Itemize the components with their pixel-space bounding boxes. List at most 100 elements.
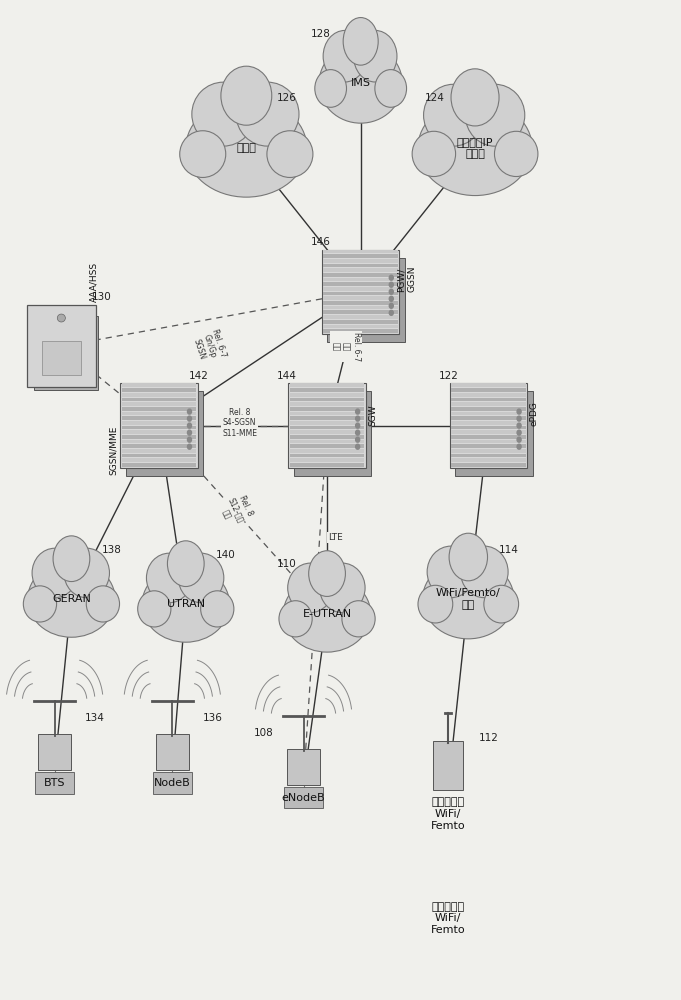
FancyBboxPatch shape bbox=[285, 787, 323, 808]
FancyBboxPatch shape bbox=[294, 391, 371, 476]
Ellipse shape bbox=[168, 541, 204, 587]
FancyBboxPatch shape bbox=[451, 458, 526, 462]
FancyBboxPatch shape bbox=[27, 305, 96, 387]
FancyBboxPatch shape bbox=[121, 383, 197, 468]
Ellipse shape bbox=[221, 66, 272, 125]
FancyBboxPatch shape bbox=[121, 383, 196, 387]
Ellipse shape bbox=[427, 546, 475, 598]
Ellipse shape bbox=[342, 601, 375, 637]
FancyBboxPatch shape bbox=[323, 306, 398, 309]
FancyBboxPatch shape bbox=[323, 278, 398, 281]
Ellipse shape bbox=[423, 559, 514, 639]
FancyBboxPatch shape bbox=[289, 449, 364, 453]
Text: 146: 146 bbox=[311, 237, 330, 247]
FancyBboxPatch shape bbox=[451, 440, 526, 443]
Text: NodeB: NodeB bbox=[154, 778, 191, 788]
FancyBboxPatch shape bbox=[450, 383, 527, 468]
Ellipse shape bbox=[517, 416, 521, 421]
FancyBboxPatch shape bbox=[451, 430, 526, 434]
Text: 122: 122 bbox=[439, 371, 458, 381]
Ellipse shape bbox=[390, 303, 394, 308]
Text: Rel. 8
S12-直接
隙道: Rel. 8 S12-直接 隙道 bbox=[217, 492, 255, 528]
FancyBboxPatch shape bbox=[323, 259, 398, 263]
FancyBboxPatch shape bbox=[42, 341, 80, 375]
FancyBboxPatch shape bbox=[322, 250, 399, 334]
Ellipse shape bbox=[187, 437, 191, 442]
FancyBboxPatch shape bbox=[323, 301, 398, 305]
FancyBboxPatch shape bbox=[289, 426, 364, 429]
FancyBboxPatch shape bbox=[289, 421, 364, 425]
FancyBboxPatch shape bbox=[121, 449, 196, 453]
FancyBboxPatch shape bbox=[289, 440, 364, 443]
FancyBboxPatch shape bbox=[121, 426, 196, 429]
FancyBboxPatch shape bbox=[121, 430, 196, 434]
FancyBboxPatch shape bbox=[323, 264, 398, 267]
Ellipse shape bbox=[343, 18, 378, 65]
FancyBboxPatch shape bbox=[451, 416, 526, 420]
Text: 130: 130 bbox=[92, 292, 112, 302]
FancyBboxPatch shape bbox=[289, 407, 364, 411]
Ellipse shape bbox=[146, 553, 192, 603]
FancyBboxPatch shape bbox=[451, 393, 526, 397]
FancyBboxPatch shape bbox=[433, 741, 463, 790]
Text: 128: 128 bbox=[311, 29, 330, 39]
Ellipse shape bbox=[57, 314, 65, 322]
Ellipse shape bbox=[187, 409, 191, 414]
Ellipse shape bbox=[449, 533, 488, 581]
Text: LTE: LTE bbox=[328, 533, 343, 542]
Text: 运营商的IP
服务域: 运营商的IP 服务域 bbox=[457, 137, 493, 159]
FancyBboxPatch shape bbox=[451, 426, 526, 429]
Text: Rel. 8
S4-SGSN
S11-MME: Rel. 8 S4-SGSN S11-MME bbox=[222, 408, 257, 438]
FancyBboxPatch shape bbox=[38, 734, 71, 770]
Ellipse shape bbox=[390, 282, 394, 287]
Ellipse shape bbox=[517, 437, 521, 442]
Text: 138: 138 bbox=[101, 545, 122, 555]
Ellipse shape bbox=[178, 553, 224, 603]
Text: UTRAN: UTRAN bbox=[167, 599, 205, 609]
FancyBboxPatch shape bbox=[323, 282, 398, 286]
FancyBboxPatch shape bbox=[323, 292, 398, 295]
Text: Rel. 6-7
直接
隙道: Rel. 6-7 直接 隙道 bbox=[331, 332, 361, 361]
Ellipse shape bbox=[375, 70, 407, 107]
Ellipse shape bbox=[390, 310, 394, 315]
FancyBboxPatch shape bbox=[323, 250, 398, 253]
Text: SGSN/MME: SGSN/MME bbox=[109, 426, 118, 475]
Text: 140: 140 bbox=[216, 550, 236, 560]
Ellipse shape bbox=[353, 30, 397, 82]
Ellipse shape bbox=[390, 275, 394, 280]
FancyBboxPatch shape bbox=[323, 320, 398, 324]
Text: eNodeB: eNodeB bbox=[282, 793, 326, 803]
FancyBboxPatch shape bbox=[121, 388, 196, 392]
FancyBboxPatch shape bbox=[323, 296, 398, 300]
Ellipse shape bbox=[517, 423, 521, 428]
Text: 112: 112 bbox=[478, 733, 498, 743]
Text: E-UTRAN: E-UTRAN bbox=[302, 609, 351, 619]
Ellipse shape bbox=[138, 591, 171, 627]
Ellipse shape bbox=[142, 566, 229, 642]
Text: 不被信任的
WiFi/
Femto: 不被信任的 WiFi/ Femto bbox=[431, 798, 465, 831]
Text: GERAN: GERAN bbox=[52, 594, 91, 604]
FancyBboxPatch shape bbox=[34, 316, 98, 390]
FancyBboxPatch shape bbox=[289, 454, 364, 457]
Text: SGW: SGW bbox=[368, 404, 377, 426]
Ellipse shape bbox=[484, 585, 519, 623]
FancyBboxPatch shape bbox=[121, 402, 196, 406]
Ellipse shape bbox=[390, 289, 394, 294]
FancyBboxPatch shape bbox=[153, 772, 191, 794]
Text: PGW/
GGSN: PGW/ GGSN bbox=[397, 265, 416, 292]
Ellipse shape bbox=[355, 409, 360, 414]
Ellipse shape bbox=[187, 416, 191, 421]
FancyBboxPatch shape bbox=[451, 444, 526, 448]
FancyBboxPatch shape bbox=[451, 449, 526, 453]
FancyBboxPatch shape bbox=[125, 391, 203, 476]
Text: BTS: BTS bbox=[44, 778, 65, 788]
Ellipse shape bbox=[517, 409, 521, 414]
FancyBboxPatch shape bbox=[451, 407, 526, 411]
FancyBboxPatch shape bbox=[121, 393, 196, 397]
FancyBboxPatch shape bbox=[121, 412, 196, 415]
FancyBboxPatch shape bbox=[451, 435, 526, 439]
Text: WiFi/Femto/
其它: WiFi/Femto/ 其它 bbox=[436, 588, 501, 610]
FancyBboxPatch shape bbox=[289, 383, 364, 387]
FancyBboxPatch shape bbox=[323, 273, 398, 277]
Text: AAA/HSS: AAA/HSS bbox=[89, 262, 98, 302]
